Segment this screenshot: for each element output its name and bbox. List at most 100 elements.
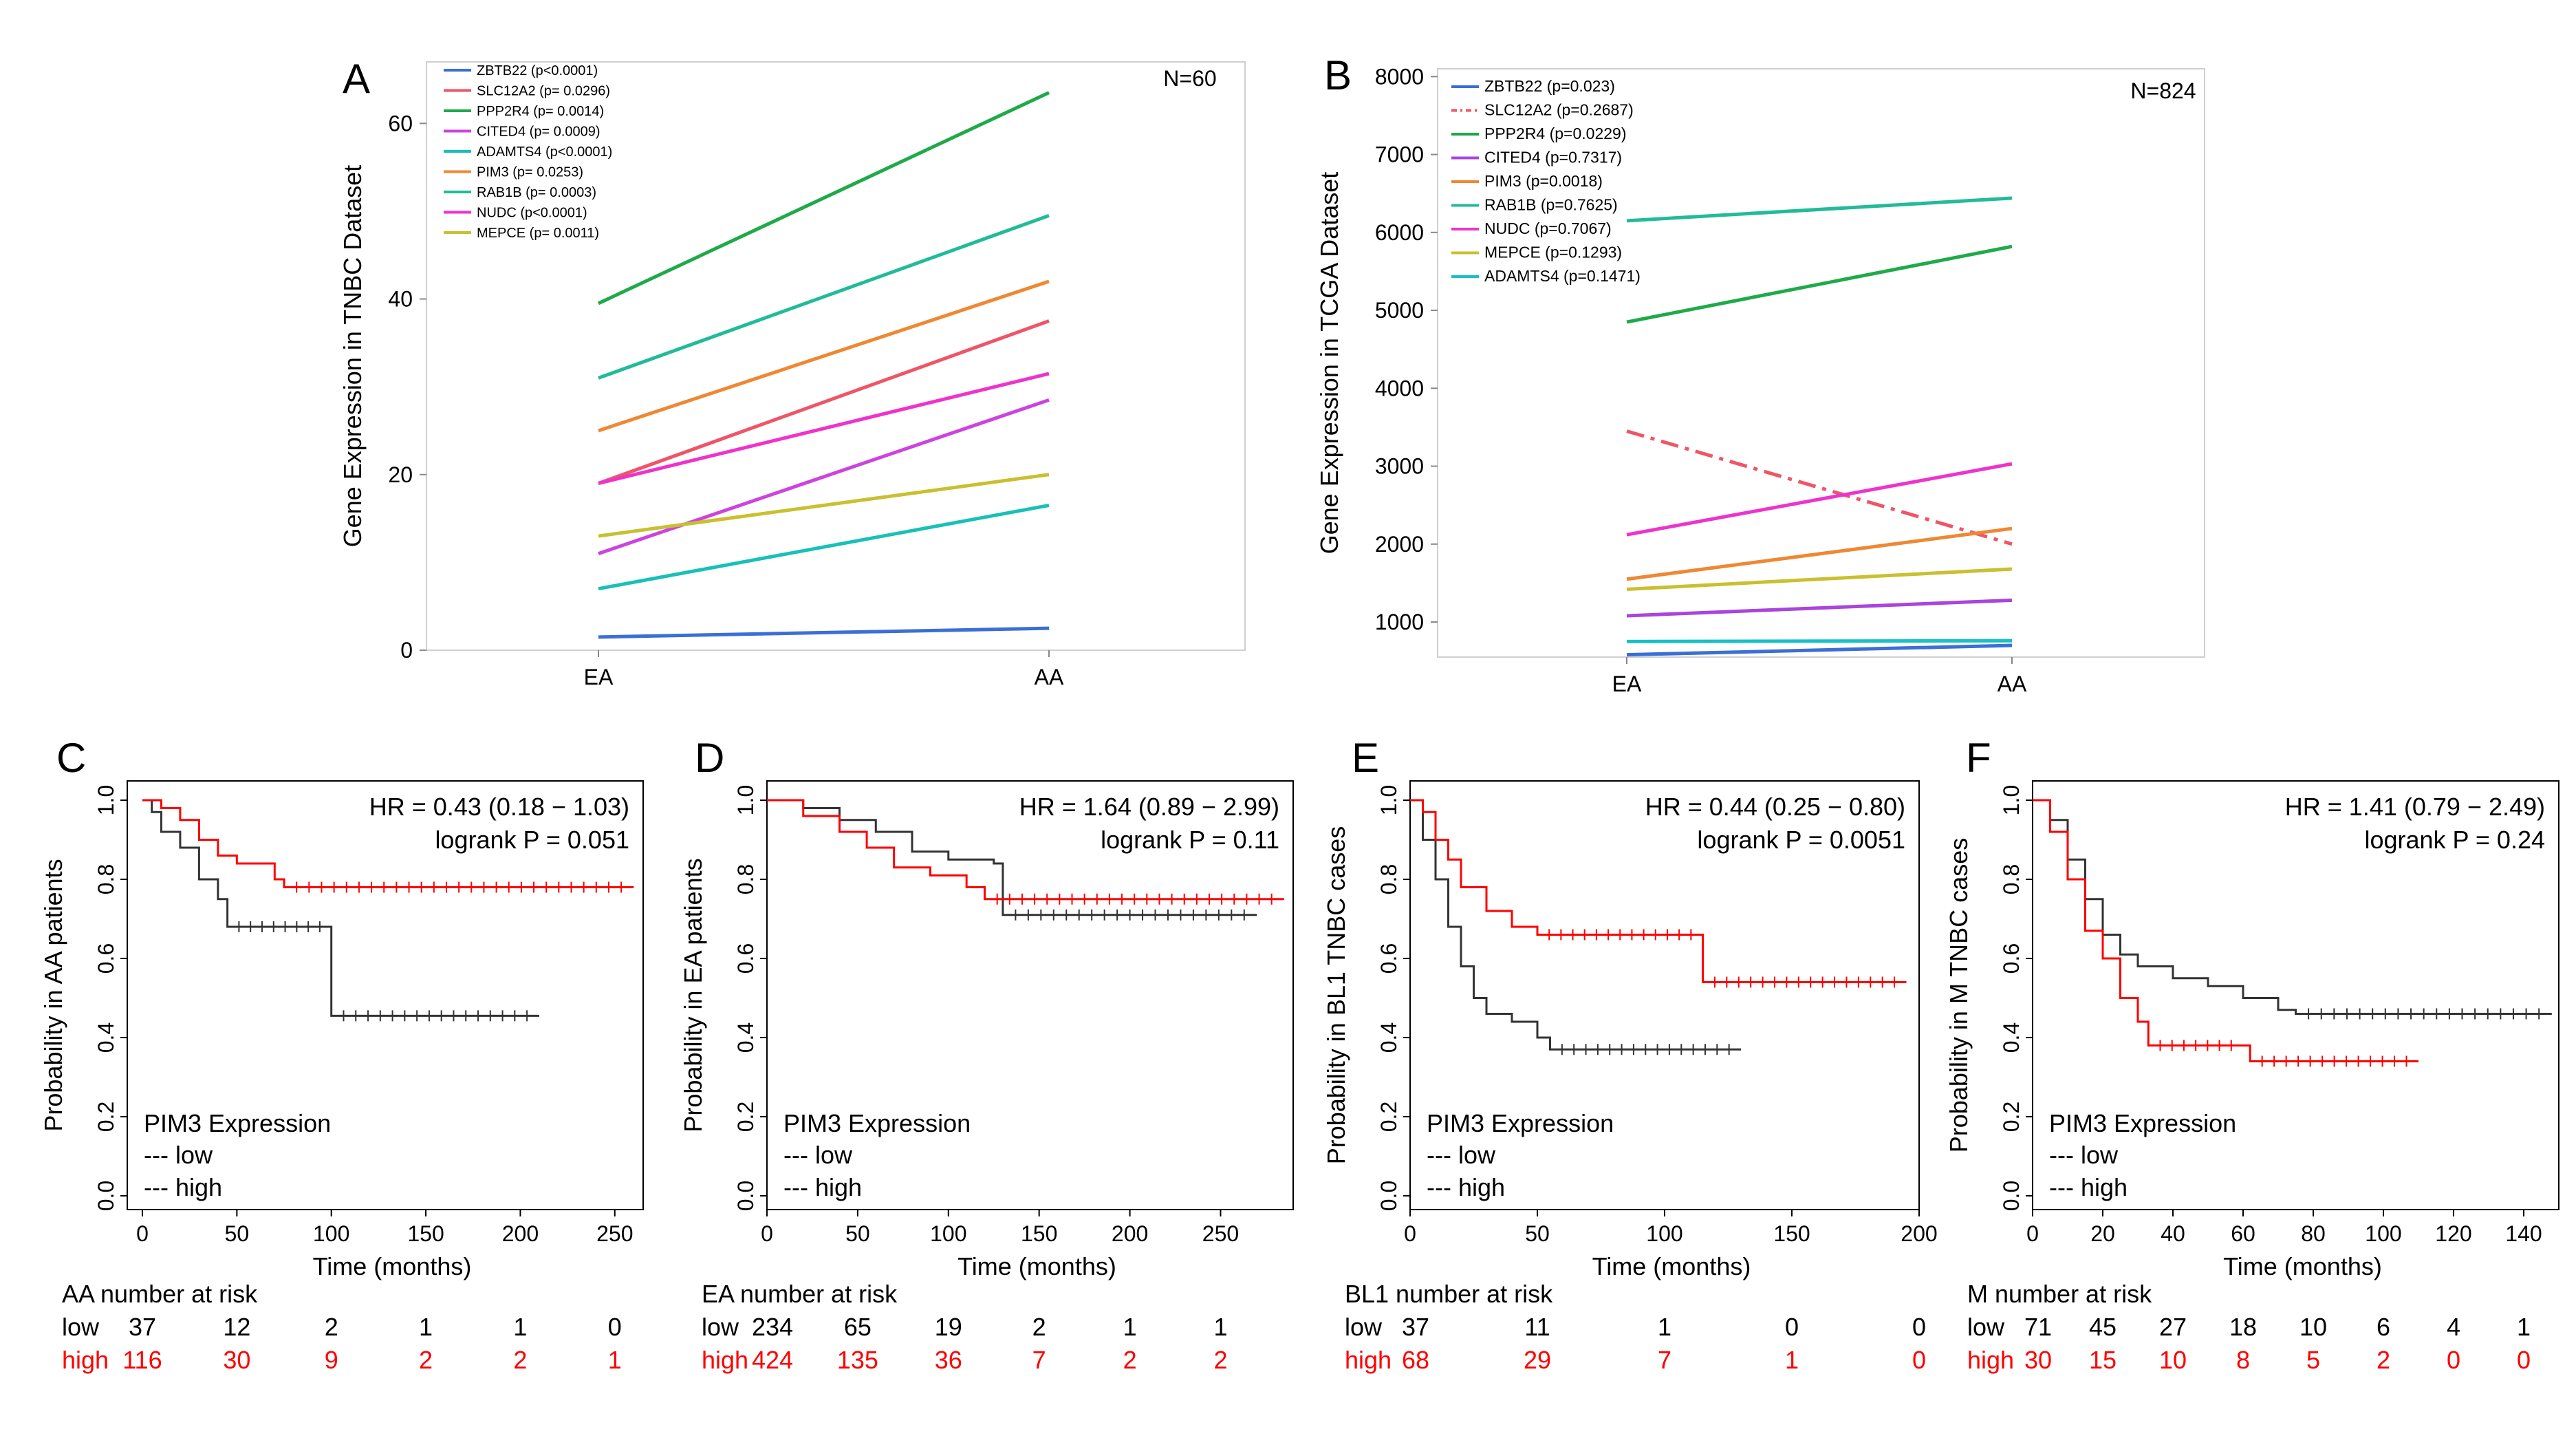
x-category-label: AA — [1998, 672, 2027, 696]
y-axis-label: Gene Expression in TNBC Dataset — [338, 165, 367, 548]
x-tick-label: 20 — [2090, 1221, 2115, 1246]
y-tick-label: 0.8 — [733, 864, 758, 894]
risk-row-label-high: high — [1345, 1346, 1392, 1374]
risk-value-low: 1 — [513, 1313, 527, 1341]
series-line — [1626, 196, 2013, 223]
y-tick-label: 20 — [388, 462, 413, 487]
y-tick-label: 0.4 — [1376, 1022, 1401, 1053]
hazard-ratio: HR = 0.43 (0.18 − 1.03) — [369, 793, 629, 821]
series-line — [1626, 598, 2013, 618]
x-category-label: AA — [1035, 665, 1064, 689]
plot-frame — [127, 780, 644, 1210]
legend-entry: MEPCE (p= 0.0011) — [477, 226, 599, 241]
risk-value-high: 2 — [2377, 1346, 2390, 1374]
risk-value-high: 68 — [1402, 1346, 1429, 1374]
legend-high: --- high — [144, 1173, 222, 1201]
plot-frame — [2032, 780, 2559, 1210]
logrank-p: logrank P = 0.24 — [2364, 826, 2545, 854]
y-tick-label: 0.4 — [733, 1022, 758, 1053]
x-tick-label: 50 — [1525, 1221, 1550, 1246]
risk-value-high: 30 — [2024, 1346, 2052, 1374]
series-line — [598, 279, 1050, 433]
x-tick-label: 100 — [930, 1221, 966, 1246]
risk-value-high: 5 — [2306, 1346, 2320, 1374]
risk-value-low: 1 — [419, 1313, 433, 1341]
x-tick-label: 50 — [845, 1221, 870, 1246]
x-tick-label: 0 — [2026, 1221, 2039, 1246]
y-tick-label: 1.0 — [94, 785, 118, 815]
risk-row-label-low: low — [62, 1313, 100, 1341]
survival-curve-high — [142, 799, 634, 888]
risk-value-low: 6 — [2377, 1313, 2390, 1341]
legend-entry: CITED4 (p=0.7317) — [1484, 149, 1622, 167]
risk-value-high: 7 — [1032, 1346, 1046, 1374]
y-tick-label: 0.6 — [733, 943, 758, 974]
y-tick-label: 0.6 — [1999, 943, 2024, 974]
risk-value-low: 37 — [1402, 1313, 1429, 1341]
logrank-p: logrank P = 0.0051 — [1697, 826, 1905, 854]
legend-entry: ADAMTS4 (p=0.1471) — [1484, 267, 1641, 285]
risk-value-high: 1 — [1785, 1346, 1799, 1374]
legend-title: PIM3 Expression — [783, 1109, 971, 1137]
legend-entry: ADAMTS4 (p<0.0001) — [477, 144, 612, 160]
y-axis-label: Probability in EA patients — [679, 858, 707, 1132]
series-line — [598, 626, 1050, 639]
series-line — [598, 319, 1050, 485]
series-line — [1626, 567, 2013, 591]
series-line — [598, 473, 1050, 538]
y-tick-label: 0.0 — [733, 1181, 758, 1211]
x-tick-label: 60 — [2231, 1221, 2255, 1246]
x-axis-label: Time (months) — [1592, 1252, 1751, 1280]
x-axis-label: Time (months) — [2223, 1252, 2382, 1280]
legend-entry: SLC12A2 (p= 0.0296) — [477, 84, 610, 99]
risk-value-low: 2 — [1032, 1313, 1046, 1341]
panel-f: F0.00.20.40.60.81.00 20 40 60 80 100 120 140Tim… — [1945, 735, 2559, 1374]
risk-value-low: 71 — [2024, 1313, 2052, 1341]
panel-d: D 0.0 0.2 0.4 0.6 0.8 1.0 0 50 100 150 200 250 Time (… — [679, 735, 1294, 1374]
x-tick-label: 150 — [407, 1221, 444, 1246]
risk-row-label-low: low — [1345, 1313, 1383, 1341]
risk-value-low: 1 — [1123, 1313, 1137, 1341]
series-line — [1626, 643, 2013, 657]
risk-value-low: 0 — [1785, 1313, 1799, 1341]
plot-frame — [426, 61, 1246, 651]
y-axis-label: Probability in BL1 TNBC cases — [1322, 826, 1350, 1165]
hazard-ratio: HR = 1.64 (0.89 − 2.99) — [1019, 793, 1279, 821]
legend-entry: PIM3 (p=0.0018) — [1484, 172, 1603, 190]
risk-value-high: 2 — [1123, 1346, 1137, 1374]
panel-letter: D — [695, 735, 724, 781]
risk-value-high: 0 — [2447, 1346, 2460, 1374]
y-axis-label: Probability in AA patients — [39, 859, 67, 1131]
risk-value-low: 45 — [2089, 1313, 2117, 1341]
y-tick-label: 0.8 — [94, 864, 118, 894]
legend-high: --- high — [783, 1173, 862, 1201]
y-tick-label: 3000 — [1375, 454, 1424, 479]
legend-entry: ZBTB22 (p<0.0001) — [477, 63, 598, 78]
risk-value-high: 0 — [2517, 1346, 2531, 1374]
risk-value-high: 9 — [325, 1346, 338, 1374]
y-tick-label: 1.0 — [733, 785, 758, 815]
panel-b: B 1000 2000 3000 4000 5000 6000 7000 8000 EA AA Gen… — [1315, 52, 2205, 696]
risk-value-high: 1 — [608, 1346, 622, 1374]
risk-value-high: 424 — [752, 1346, 793, 1374]
panel-letter: C — [56, 735, 86, 781]
panel-letter: A — [343, 56, 370, 102]
x-tick-label: 120 — [2435, 1221, 2471, 1246]
risk-value-low: 18 — [2229, 1313, 2257, 1341]
risk-value-low: 10 — [2299, 1313, 2327, 1341]
risk-value-high: 10 — [2159, 1346, 2187, 1374]
panel-letter: F — [1966, 735, 1991, 781]
series-line — [1626, 462, 2013, 537]
y-tick-label: 0.0 — [94, 1181, 118, 1211]
panel-letter: E — [1352, 735, 1379, 781]
risk-value-low: 2 — [325, 1313, 338, 1341]
risk-value-high: 2 — [1213, 1346, 1227, 1374]
risk-value-low: 0 — [608, 1313, 622, 1341]
risk-value-low: 27 — [2159, 1313, 2187, 1341]
series-line — [1626, 429, 2013, 546]
logrank-p: logrank P = 0.11 — [1101, 826, 1279, 854]
series-line — [598, 372, 1050, 485]
x-tick-label: 0 — [1404, 1221, 1416, 1246]
risk-value-high: 29 — [1524, 1346, 1551, 1374]
